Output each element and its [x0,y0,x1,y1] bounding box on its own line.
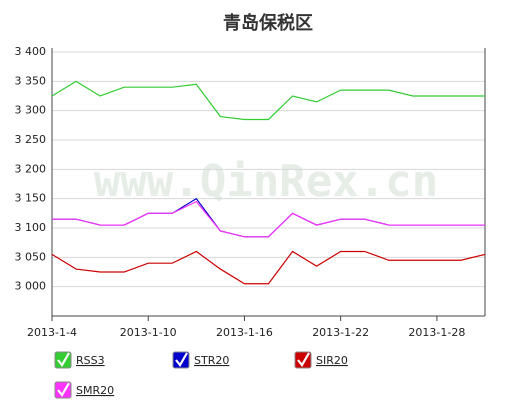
y-tick-label: 3 200 [15,162,47,175]
x-tick-label: 2013-1-28 [408,326,465,339]
x-tick-label: 2013-1-22 [312,326,369,339]
y-tick-label: 3 100 [15,221,47,234]
y-tick-label: 3 000 [15,280,47,293]
legend-label[interactable]: STR20 [194,354,229,367]
y-tick-label: 3 350 [15,74,47,87]
legend-check [57,352,70,367]
x-tick-label: 2013-1-4 [27,326,77,339]
legend-check [175,352,188,367]
legend-label[interactable]: SIR20 [316,354,348,367]
legend-check [57,382,70,397]
legend-check [297,352,310,367]
x-tick-label: 2013-1-10 [120,326,177,339]
x-tick-label: 2013-1-16 [216,326,273,339]
line-series [51,80,485,121]
legend-label[interactable]: RSS3 [76,354,105,367]
line-series [51,250,486,285]
legend-label[interactable]: SMR20 [76,384,114,397]
y-tick-label: 3 400 [15,45,47,58]
y-tick-label: 3 300 [15,104,47,117]
chart-title: 青岛保税区 [223,12,313,34]
watermark: www.QinRex.cn [94,156,438,207]
y-tick-label: 3 050 [15,250,47,263]
line-series [52,200,485,238]
y-tick-label: 3 150 [15,192,47,205]
y-tick-label: 3 250 [15,133,47,146]
